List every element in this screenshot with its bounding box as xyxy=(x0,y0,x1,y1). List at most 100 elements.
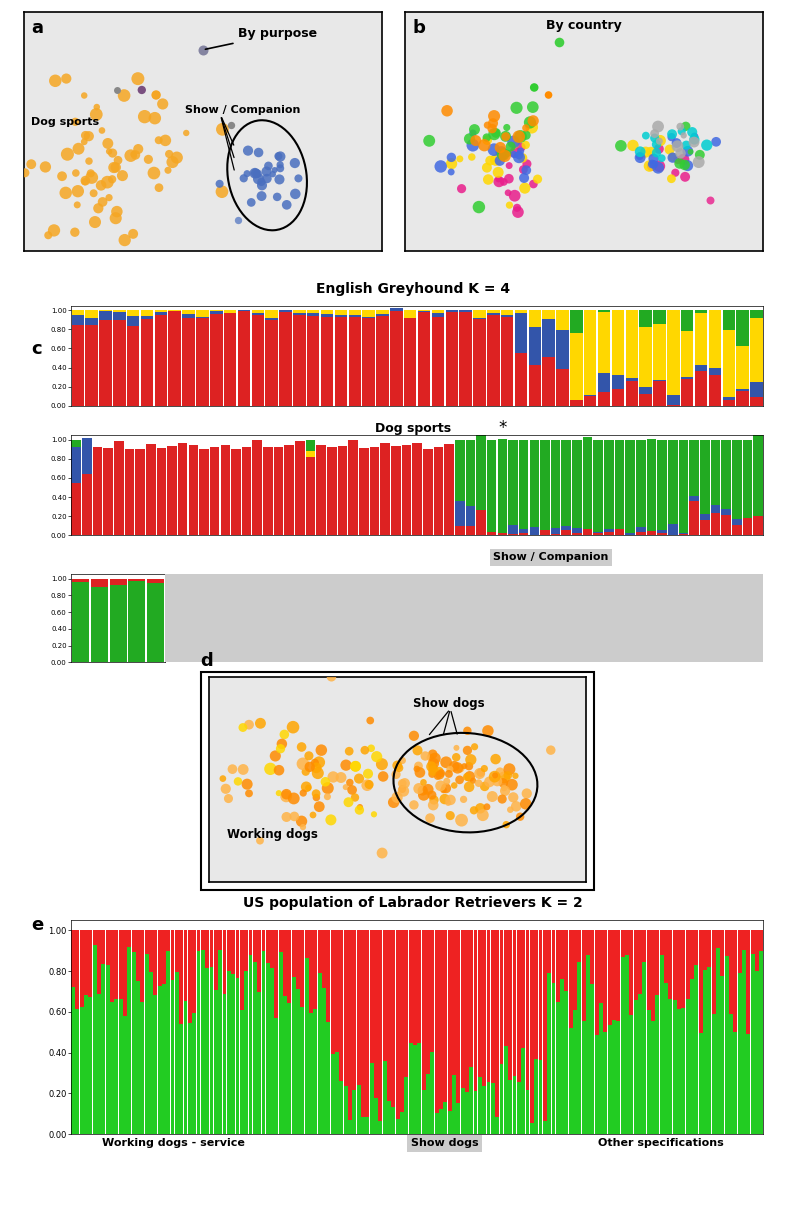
Point xyxy=(237,717,249,737)
Bar xyxy=(598,392,611,406)
Bar xyxy=(512,930,516,1075)
Point xyxy=(251,164,264,183)
Point xyxy=(461,767,474,787)
Point xyxy=(72,181,84,200)
Point xyxy=(710,132,722,152)
Bar xyxy=(681,379,693,406)
Bar xyxy=(306,451,316,457)
Point xyxy=(679,116,692,136)
Bar xyxy=(543,1121,547,1134)
Point xyxy=(255,172,268,192)
Bar xyxy=(365,1117,369,1134)
Bar xyxy=(307,310,320,313)
Text: Show dogs: Show dogs xyxy=(412,697,484,710)
Point xyxy=(496,789,508,809)
Point xyxy=(313,797,326,816)
Point xyxy=(645,142,657,161)
Bar xyxy=(244,971,248,1134)
Bar xyxy=(334,315,347,316)
Bar xyxy=(599,930,603,1003)
Bar xyxy=(183,930,187,1001)
Point xyxy=(231,771,244,791)
Bar xyxy=(573,1009,577,1134)
Point xyxy=(101,172,113,192)
Text: Working dogs: Working dogs xyxy=(227,829,318,842)
Bar xyxy=(720,930,724,975)
Bar xyxy=(583,436,593,529)
Point xyxy=(274,147,286,166)
Point xyxy=(334,767,347,787)
Bar xyxy=(604,1033,608,1134)
Bar xyxy=(275,930,279,1018)
Point xyxy=(91,98,103,117)
Point xyxy=(444,805,456,825)
Bar xyxy=(113,320,126,406)
Bar xyxy=(270,968,274,1134)
Bar xyxy=(711,505,720,513)
Bar xyxy=(636,440,645,528)
Bar xyxy=(445,310,458,312)
Bar xyxy=(279,312,292,406)
Point xyxy=(470,131,482,150)
Bar xyxy=(242,446,251,535)
Bar xyxy=(604,440,614,529)
Point xyxy=(307,805,320,825)
Bar xyxy=(179,930,183,1024)
Bar xyxy=(153,996,157,1134)
Point xyxy=(108,158,120,177)
Bar xyxy=(99,312,112,320)
Bar xyxy=(387,930,391,1101)
Point xyxy=(498,147,511,166)
Point xyxy=(288,807,301,826)
Bar xyxy=(72,483,81,535)
Point xyxy=(349,756,362,776)
Point xyxy=(274,159,286,178)
Bar xyxy=(72,582,89,662)
Bar xyxy=(110,1002,114,1134)
Bar xyxy=(162,930,166,985)
Bar xyxy=(253,930,257,962)
Point xyxy=(78,132,91,152)
Point xyxy=(503,156,515,176)
Point xyxy=(663,139,676,159)
Bar xyxy=(283,930,287,996)
Bar xyxy=(647,1011,651,1134)
Bar xyxy=(608,930,611,1025)
Bar xyxy=(708,375,721,406)
Bar xyxy=(753,516,763,535)
Bar xyxy=(445,312,458,406)
Point xyxy=(514,127,527,147)
Point xyxy=(519,126,532,145)
Point xyxy=(295,737,308,756)
Bar xyxy=(720,975,724,1134)
Bar xyxy=(616,1022,620,1134)
Bar xyxy=(166,951,170,1134)
Point xyxy=(440,753,453,772)
Point xyxy=(190,745,202,765)
Bar xyxy=(538,1059,542,1134)
Point xyxy=(666,125,678,144)
Bar xyxy=(657,533,667,535)
Point xyxy=(424,748,437,767)
Bar xyxy=(725,957,729,1134)
Bar xyxy=(349,310,361,315)
Bar xyxy=(192,1013,196,1134)
Bar xyxy=(732,519,741,524)
Bar xyxy=(699,930,703,1033)
Bar xyxy=(626,310,638,379)
Bar xyxy=(556,1002,560,1134)
Point xyxy=(375,754,388,774)
Bar xyxy=(711,930,715,1014)
Point xyxy=(313,753,326,772)
Bar xyxy=(626,533,635,535)
Bar xyxy=(119,930,123,998)
Bar xyxy=(430,1052,434,1134)
Point xyxy=(478,136,490,155)
Bar xyxy=(634,1000,637,1134)
Text: c: c xyxy=(31,340,42,358)
Bar xyxy=(113,310,126,313)
Bar xyxy=(642,930,646,962)
Bar xyxy=(266,930,270,963)
Text: Show / Companion: Show / Companion xyxy=(185,105,300,115)
Point xyxy=(450,738,463,758)
